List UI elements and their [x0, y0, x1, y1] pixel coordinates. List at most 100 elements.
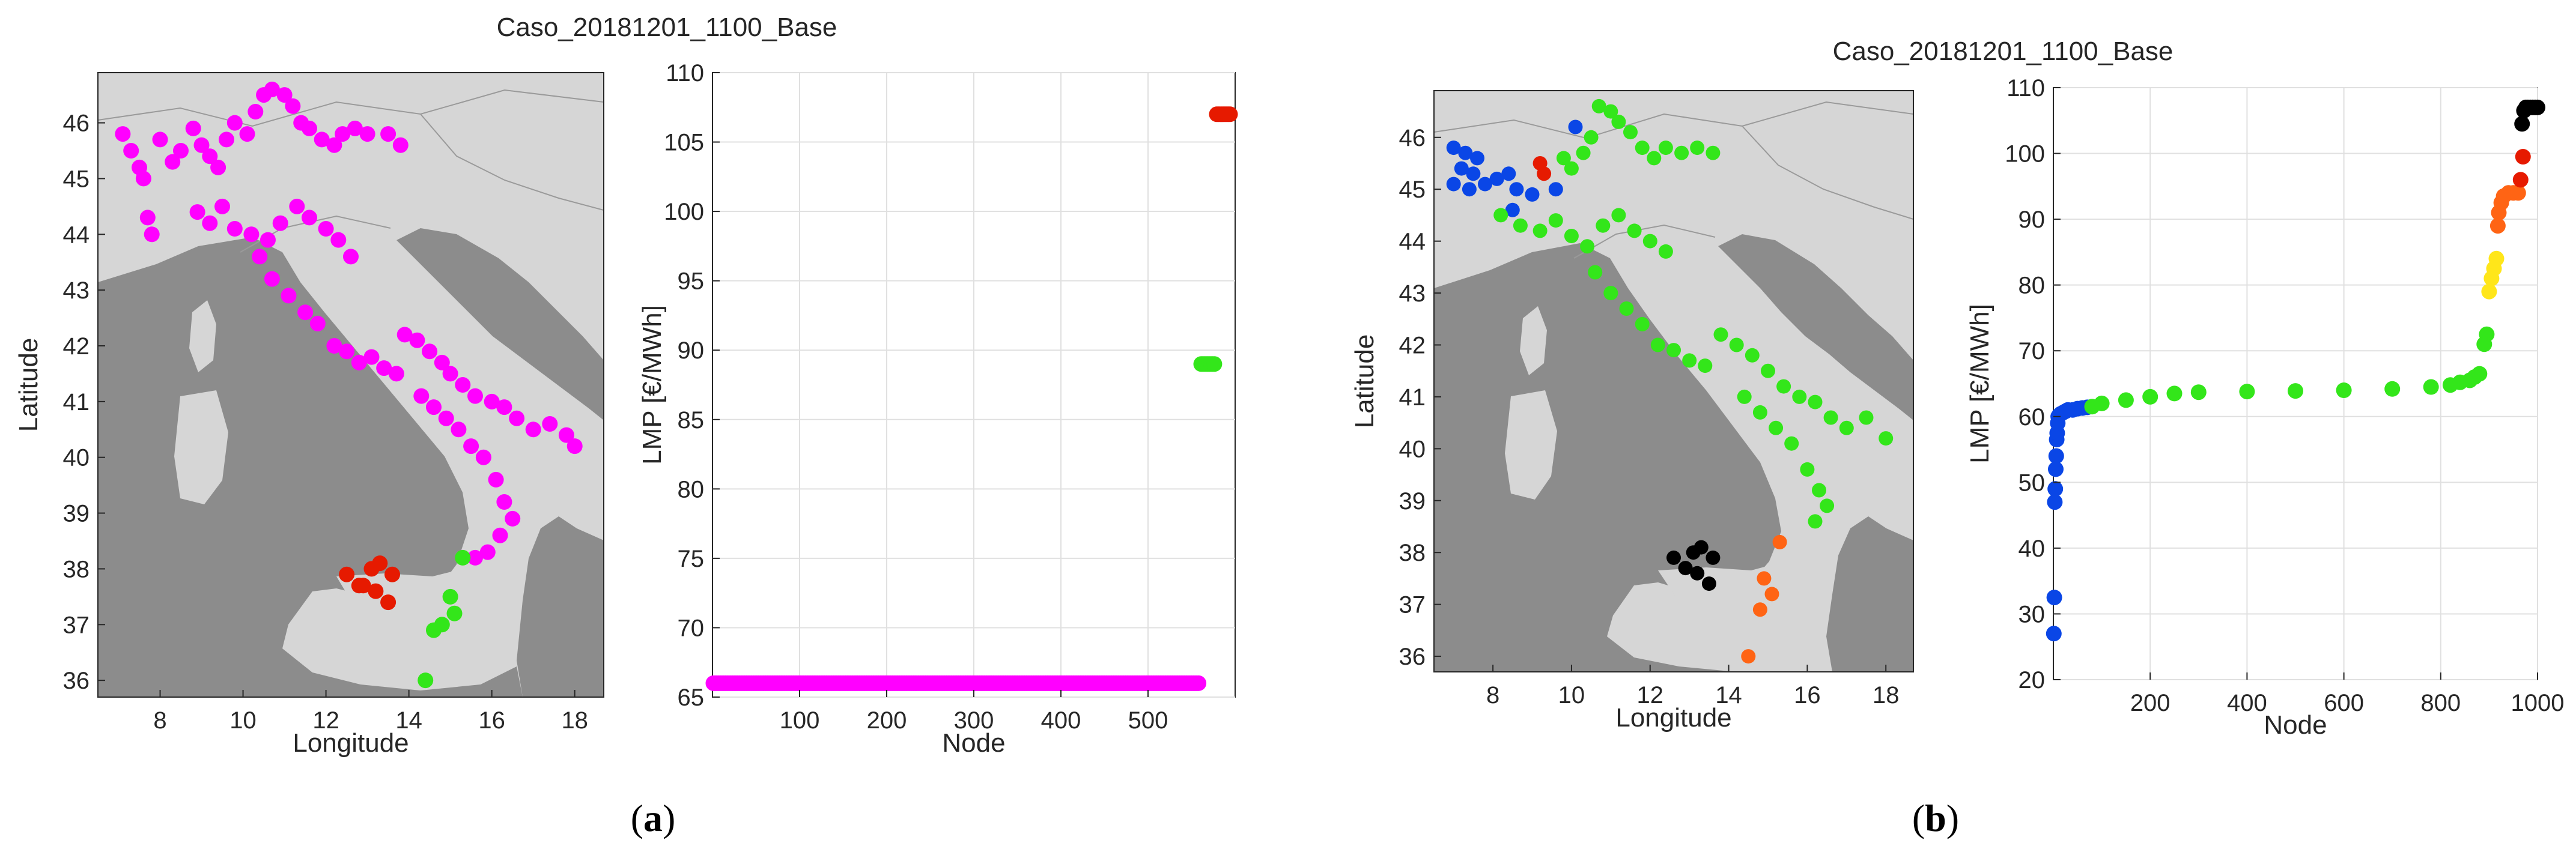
data-point — [2515, 149, 2531, 165]
data-point — [1674, 145, 1689, 160]
data-point — [1706, 550, 1721, 565]
data-point — [1666, 343, 1681, 358]
data-point — [1206, 356, 1223, 372]
data-point — [463, 438, 479, 455]
data-point — [567, 438, 583, 455]
data-point — [1808, 514, 1823, 529]
data-point — [144, 226, 160, 243]
data-point — [115, 126, 131, 142]
data-point — [396, 327, 413, 343]
data-point — [1761, 363, 1775, 378]
y-tick-label: 42 — [1399, 333, 1426, 359]
data-point — [2481, 283, 2497, 300]
data-point — [123, 143, 139, 159]
panel-a-lmp: 100 200 300 400 500 65 70 75 80 85 90 95 100 105 110 N… — [637, 60, 1238, 758]
data-point — [1556, 151, 1571, 166]
data-point — [326, 338, 342, 354]
data-point — [152, 131, 168, 148]
data-point — [509, 410, 525, 426]
data-point — [442, 366, 458, 382]
panel-a-map-background — [98, 73, 604, 697]
data-point — [2336, 382, 2352, 398]
data-point — [1576, 145, 1591, 160]
y-tick-label: 43 — [63, 277, 90, 304]
data-point — [285, 98, 301, 114]
data-point — [1820, 498, 1835, 513]
x-tick-label: 18 — [1873, 682, 1900, 708]
data-point — [2488, 250, 2505, 267]
data-point — [446, 605, 463, 621]
panel-b-title: Caso_20181201_1100_Base — [1833, 37, 2174, 66]
data-point — [1650, 337, 1665, 352]
data-point — [355, 578, 371, 594]
y-tick-label: 90 — [678, 337, 705, 364]
caption-b: (b) — [1912, 797, 1959, 839]
panel-a-map: 8 10 12 14 16 18 36 37 38 39 40 41 42 43 44 45 46 Longit… — [14, 72, 604, 758]
data-point — [1642, 234, 1657, 249]
data-point — [264, 271, 280, 287]
data-point — [1493, 208, 1508, 223]
data-point — [264, 81, 280, 97]
y-tick-label: 105 — [664, 130, 704, 156]
data-point — [418, 672, 434, 689]
panel-b-map-points — [1446, 98, 1894, 664]
y-tick-label: 100 — [2005, 141, 2045, 168]
panel-b-map-axes: 8 10 12 14 16 18 36 37 38 39 40 41 42 43 44 45 46 — [1399, 125, 1900, 708]
data-point — [496, 494, 512, 510]
panel-b-map-xlabel: Longitude — [1615, 703, 1731, 733]
data-point — [1533, 223, 1548, 238]
panel-b-adriatic — [1718, 234, 1913, 420]
data-point — [1513, 218, 1528, 233]
data-point — [1698, 358, 1713, 373]
data-point — [297, 304, 314, 321]
data-point — [1808, 394, 1823, 409]
data-point — [1658, 140, 1673, 156]
data-point — [525, 421, 541, 438]
data-point — [492, 527, 508, 543]
data-point — [413, 388, 430, 404]
panel-a-lmp-xlabel: Node — [942, 728, 1005, 758]
data-point — [1478, 177, 1492, 192]
x-tick-label: 8 — [153, 707, 166, 734]
y-tick-label: 20 — [2019, 667, 2046, 693]
x-tick-label: 10 — [229, 707, 257, 734]
data-point — [1635, 316, 1650, 331]
data-point — [363, 349, 380, 365]
data-point — [1752, 602, 1767, 617]
y-tick-label: 46 — [1399, 125, 1426, 151]
x-tick-label: 500 — [1128, 707, 1168, 734]
data-point — [1647, 151, 1662, 166]
data-point — [318, 221, 334, 237]
y-tick-label: 36 — [63, 668, 90, 694]
data-point — [376, 360, 392, 376]
data-point — [2530, 99, 2545, 115]
y-tick-label: 45 — [63, 166, 90, 192]
panel-a-sardinia — [174, 390, 228, 504]
y-tick-label: 43 — [1399, 280, 1426, 307]
y-tick-label: 42 — [63, 333, 90, 360]
data-point — [1694, 540, 1709, 555]
data-point — [281, 288, 297, 304]
data-point — [368, 583, 384, 599]
data-point — [214, 198, 230, 214]
data-point — [289, 198, 305, 214]
y-tick-label: 37 — [1399, 592, 1426, 618]
y-tick-label: 38 — [1399, 540, 1426, 566]
data-point — [252, 249, 268, 265]
panel-a-lmp-points — [705, 106, 1238, 691]
y-tick-label: 95 — [678, 268, 705, 295]
data-point — [484, 393, 500, 409]
panel-a-ionian — [517, 516, 604, 697]
data-point — [1564, 229, 1579, 243]
data-point — [202, 215, 218, 231]
data-point — [1446, 140, 1461, 156]
caption-a: (a) — [631, 797, 676, 839]
y-tick-label: 40 — [1399, 436, 1426, 462]
data-point — [173, 143, 189, 159]
data-point — [202, 148, 218, 165]
data-point — [467, 549, 483, 566]
data-point — [1701, 576, 1716, 591]
data-point — [1611, 208, 1626, 223]
y-tick-label: 65 — [678, 684, 705, 711]
panel-a-map-xlabel: Longitude — [293, 728, 409, 758]
